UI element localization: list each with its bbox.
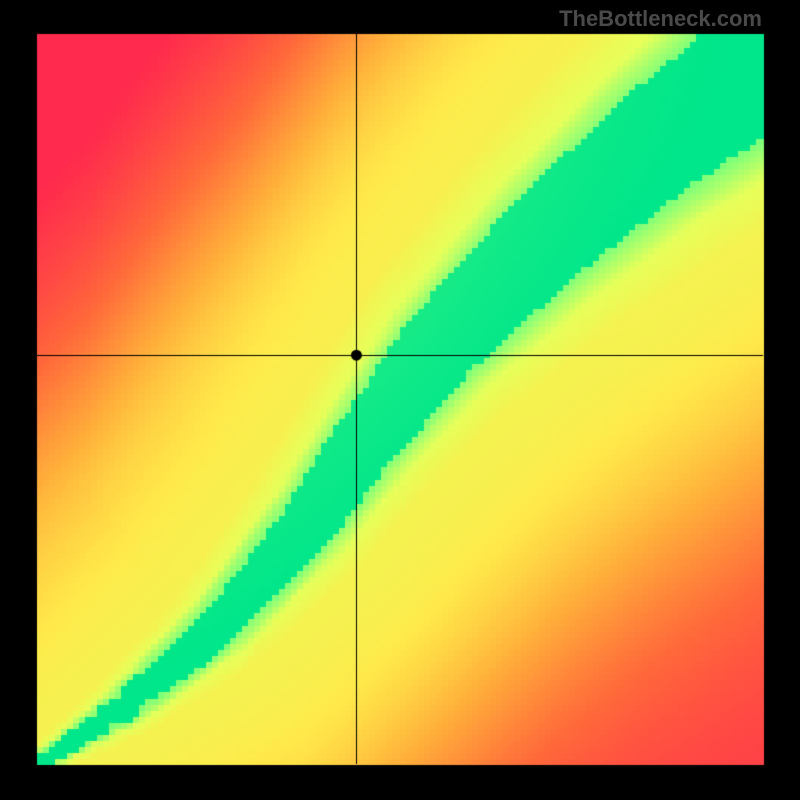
bottleneck-heatmap-canvas [0,0,800,800]
watermark-text: TheBottleneck.com [559,6,762,32]
